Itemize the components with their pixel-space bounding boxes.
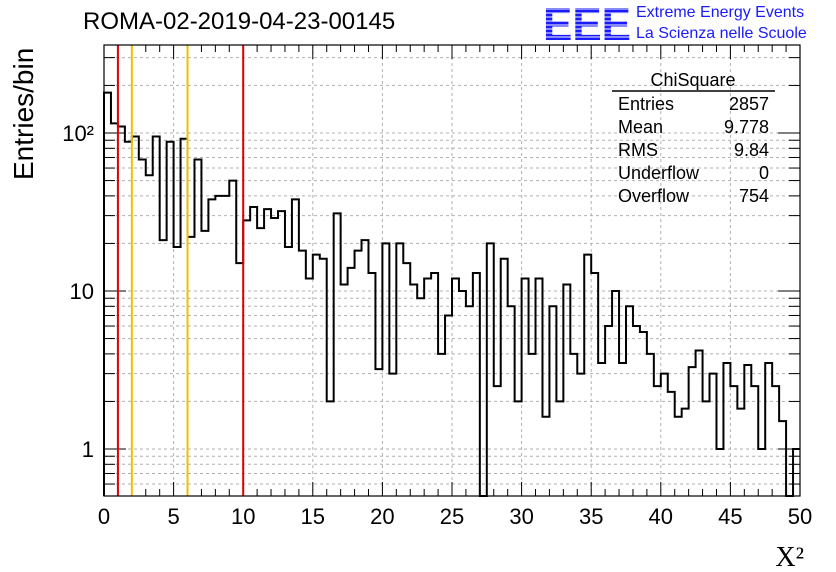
logo-text: Extreme Energy Events La Scienza nelle S… [636, 2, 807, 44]
x-tick-label: 10 [231, 504, 255, 529]
stats-box-title: ChiSquare [650, 70, 735, 90]
chart-title: ROMA-02-2019-04-23-00145 [83, 8, 396, 35]
plot-frame [103, 44, 801, 497]
stats-label: Mean [618, 117, 663, 137]
stats-label: Overflow [618, 186, 690, 206]
logo-letters: EEE [543, 2, 631, 44]
logo-line-2: La Scienza nelle Scuole [636, 25, 807, 42]
stats-value: 0 [759, 163, 769, 183]
y-tick-labels: 1 10 10² [62, 121, 94, 462]
y-tick-label: 1 [82, 437, 94, 462]
x-tick-label: 20 [370, 504, 394, 529]
stats-value: 9.84 [734, 140, 769, 160]
x-tick-label: 30 [509, 504, 533, 529]
logo-line-1: Extreme Energy Events [636, 4, 805, 21]
x-tick-label: 25 [440, 504, 464, 529]
y-tick-label: 10 [70, 279, 94, 304]
stats-label: Underflow [618, 163, 700, 183]
y-axis-label: Entries/bin [8, 48, 39, 180]
stats-box: ChiSquare Entries 2857 Mean 9.778 RMS 9.84 Und… [612, 70, 775, 206]
x-tick-label: 15 [301, 504, 325, 529]
x-tick-label: 0 [98, 504, 110, 529]
stats-value: 754 [739, 186, 769, 206]
x-tick-label: 40 [649, 504, 673, 529]
x-tick-label: 35 [579, 504, 603, 529]
histogram-series [103, 91, 800, 497]
y-tick-label: 10² [62, 121, 94, 146]
stats-value: 2857 [729, 94, 769, 114]
x-axis-label: X² [775, 542, 804, 572]
stats-label: Entries [618, 94, 674, 114]
x-tick-label: 45 [718, 504, 742, 529]
x-tick-labels: 0 5 10 15 20 25 30 35 40 45 50 [98, 504, 812, 529]
stats-label: RMS [618, 140, 658, 160]
eee-logo: EEE [543, 2, 631, 44]
stats-value: 9.778 [724, 117, 769, 137]
reference-lines [116, 45, 245, 496]
x-tick-label: 5 [167, 504, 179, 529]
axis-ticks [103, 45, 801, 497]
grid-lines [104, 45, 800, 497]
x-tick-label: 50 [788, 504, 812, 529]
